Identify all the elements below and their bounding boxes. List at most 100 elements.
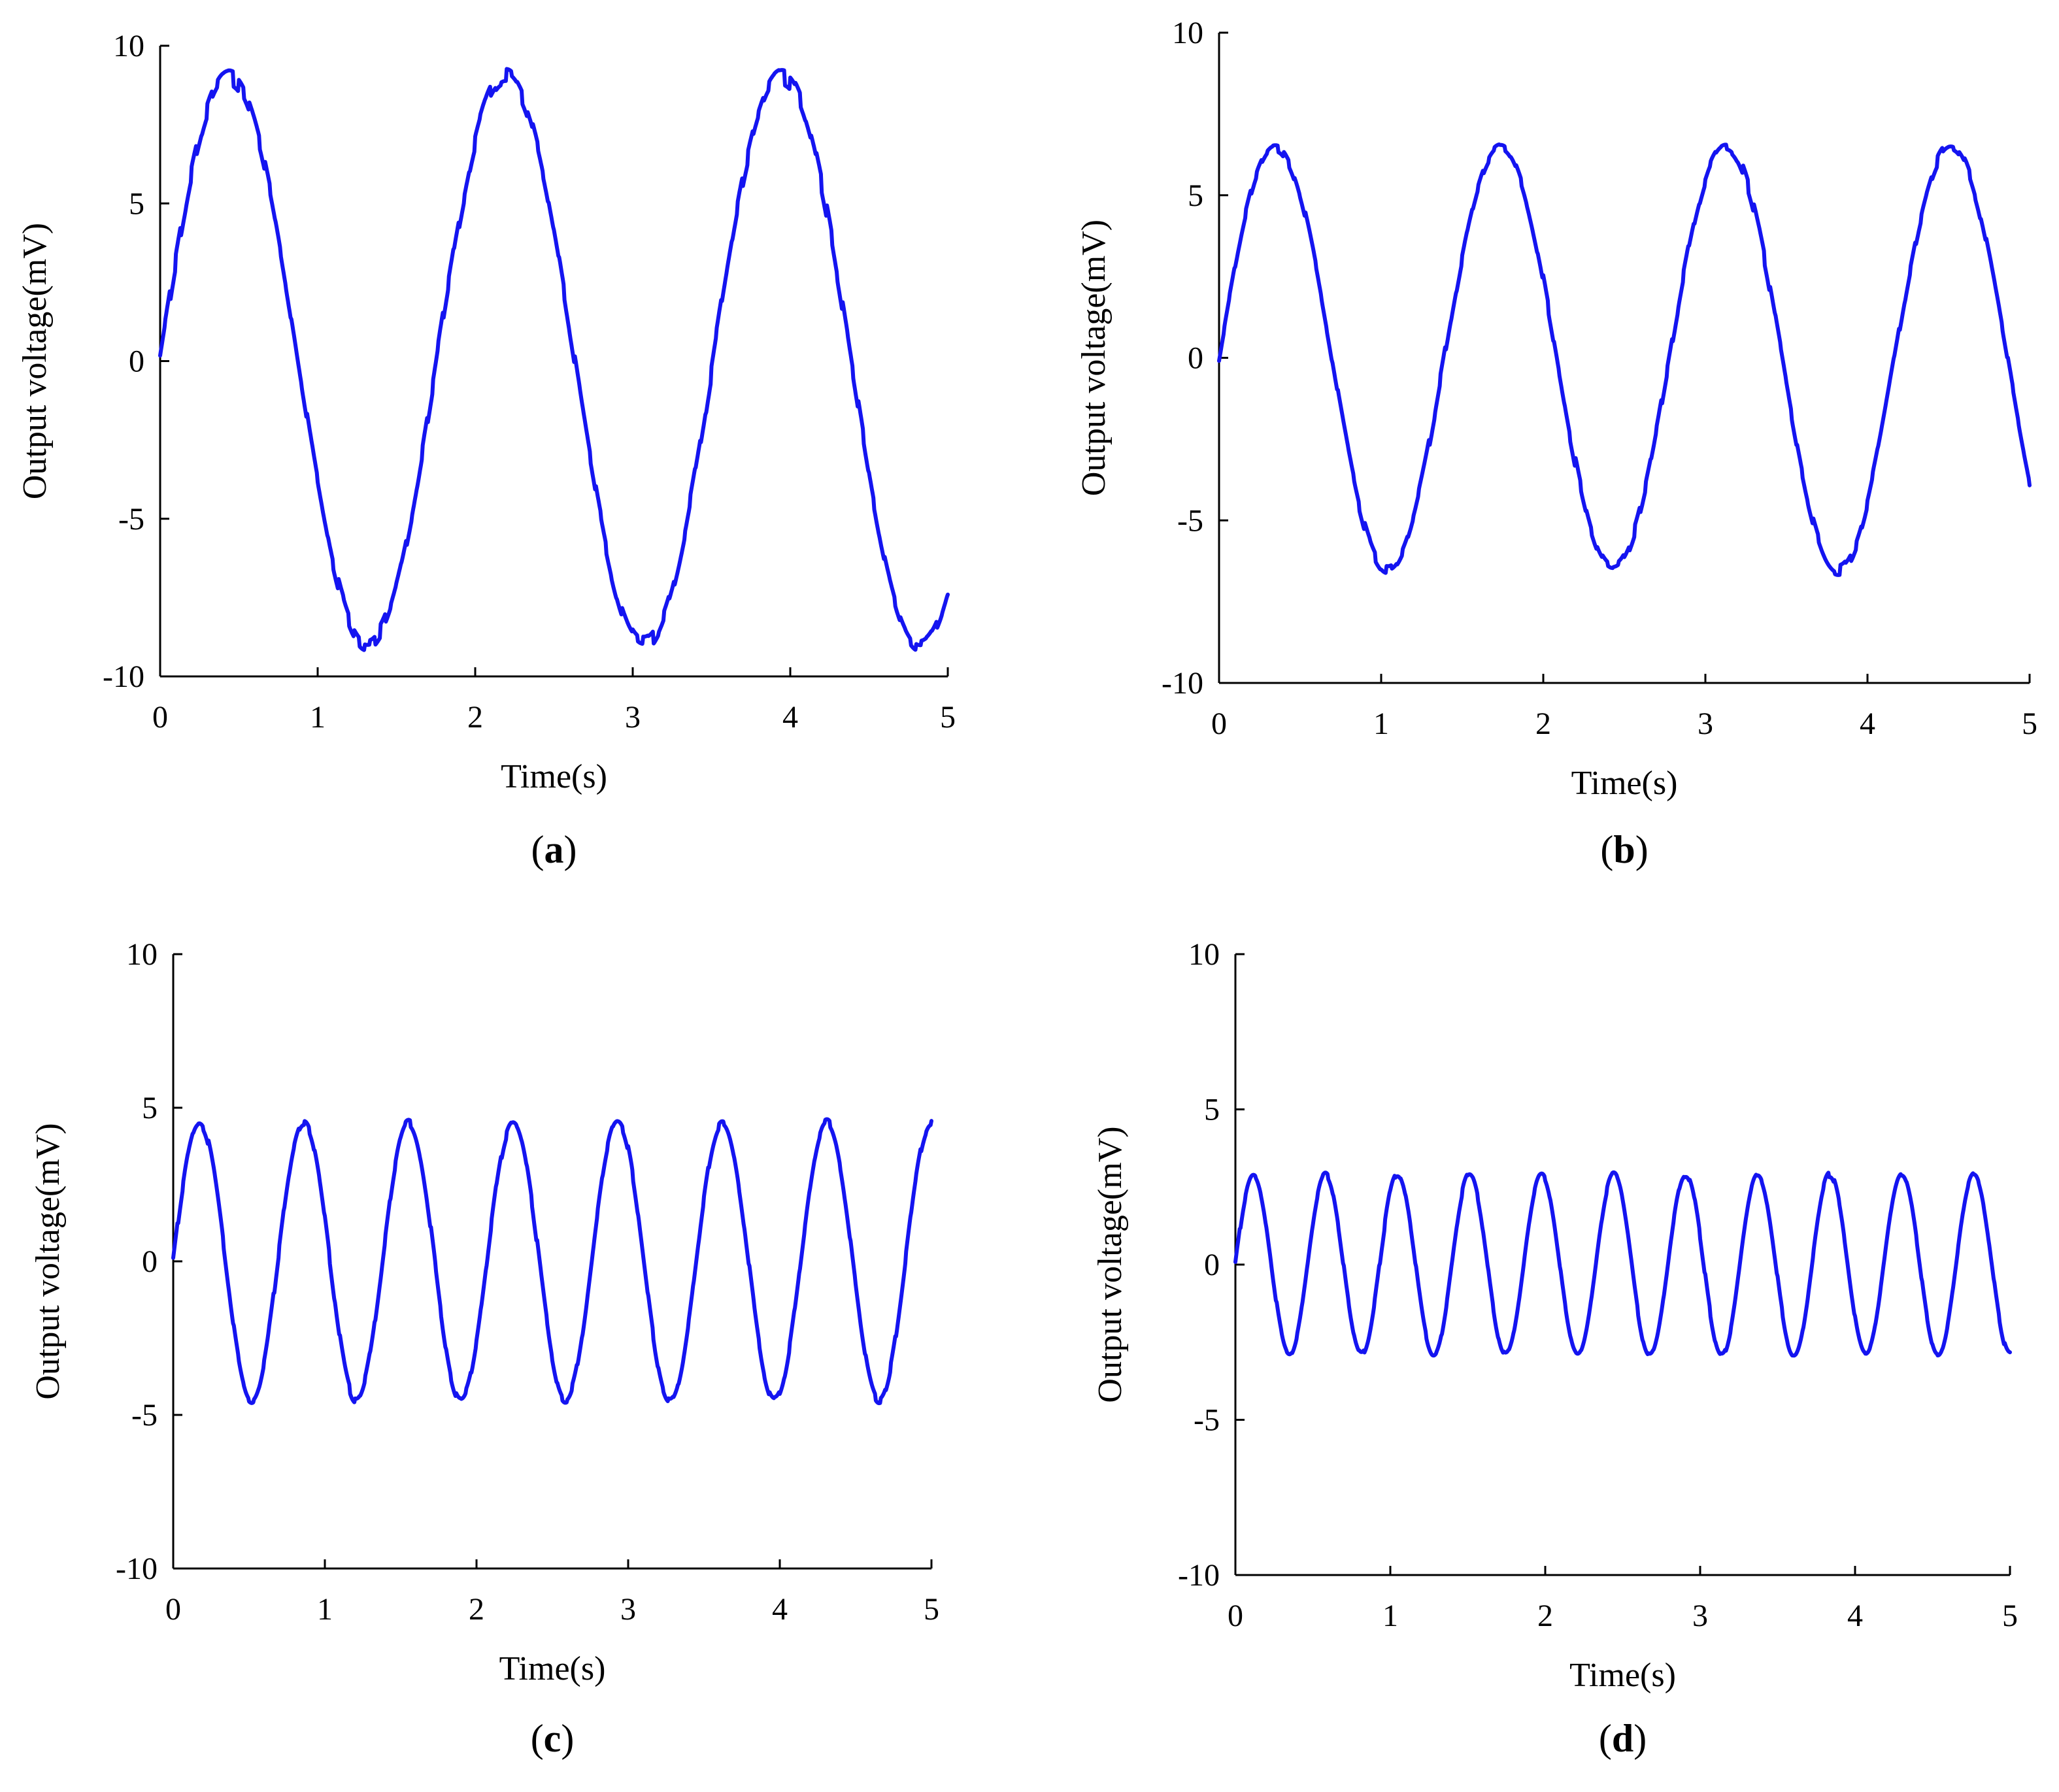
data-point	[332, 1257, 333, 1259]
panel-label-open: (	[1599, 1717, 1612, 1760]
data-point	[1462, 243, 1463, 244]
data-point	[869, 253, 870, 254]
y-tick-label: -5	[1194, 1403, 1220, 1438]
data-point	[1588, 1357, 1589, 1359]
data-point	[537, 80, 539, 81]
data-point	[939, 631, 941, 633]
data-point	[200, 1123, 201, 1124]
y-tick-label: 10	[113, 29, 144, 63]
panel-label: (a)	[531, 828, 577, 871]
x-axis-title: Time(s)	[1569, 1657, 1676, 1694]
x-tick-label: 3	[625, 700, 641, 735]
y-tick-label: 5	[1188, 178, 1203, 213]
x-tick-label: 2	[1537, 1599, 1553, 1633]
chart-panel-a: 0 1 2 3 4 5 -10 -5 0 5 10 Time(s) Output voltage(mV)…	[16, 29, 956, 871]
data-point	[254, 76, 256, 78]
data-point	[1460, 1264, 1461, 1265]
data-point	[1543, 279, 1544, 280]
x-tick-label: 1	[310, 700, 326, 735]
data-point	[199, 184, 200, 185]
data-series-line	[1217, 142, 2032, 577]
x-tick-label: 2	[1535, 706, 1551, 741]
data-point	[829, 102, 830, 103]
data-point	[878, 1399, 879, 1401]
data-point	[1935, 1264, 1936, 1265]
x-tick-label: 3	[1698, 706, 1713, 741]
data-point	[2029, 506, 2030, 508]
data-point	[514, 1125, 515, 1127]
panel-label-close: )	[1633, 1717, 1647, 1760]
x-tick-label: 1	[1382, 1599, 1398, 1633]
data-point	[1294, 1357, 1295, 1359]
data-point	[356, 493, 358, 494]
y-tick-label: 5	[1204, 1093, 1220, 1127]
y-axis-title: Output voltage(mV)	[16, 223, 54, 499]
data-point	[1881, 1354, 1882, 1355]
data-point	[620, 1125, 621, 1127]
data-point	[1917, 1180, 1918, 1182]
data-point	[1641, 1264, 1642, 1265]
data-point	[1568, 1264, 1569, 1265]
data-point	[1255, 1174, 1256, 1175]
x-tick-label: 5	[2002, 1599, 2018, 1633]
x-tick-label: 4	[782, 700, 798, 735]
data-point	[1583, 513, 1584, 514]
data-point	[711, 588, 712, 589]
y-tick-label: 10	[1172, 16, 1203, 50]
data-point	[1695, 1174, 1696, 1175]
y-tick-label: -5	[131, 1398, 158, 1433]
x-tick-label: 2	[467, 700, 483, 735]
y-axis-title: Output voltage(mV)	[29, 1123, 67, 1399]
y-axis-title: Output voltage(mV)	[1092, 1126, 1129, 1402]
data-point	[1745, 211, 1747, 212]
data-point	[1275, 146, 1277, 147]
x-axis-title: Time(s)	[499, 1650, 606, 1687]
data-point	[1624, 536, 1625, 537]
data-point	[1733, 1357, 1735, 1359]
x-tick-label: 3	[1692, 1599, 1708, 1633]
data-point	[317, 294, 318, 295]
data-point	[947, 622, 948, 623]
data-point	[226, 1255, 227, 1256]
y-tick-label: 10	[126, 937, 158, 972]
data-point	[908, 1246, 909, 1247]
panel-label: (d)	[1599, 1717, 1647, 1760]
x-tick-label: 4	[1860, 706, 1875, 741]
data-point	[1366, 1357, 1367, 1359]
y-tick-label: -10	[116, 1551, 158, 1586]
x-axis-title: Time(s)	[501, 758, 607, 795]
data-point	[1679, 1264, 1681, 1265]
data-point	[1786, 448, 1787, 450]
data-point	[475, 427, 476, 428]
data-point	[567, 1399, 568, 1401]
y-tick-label: 5	[129, 186, 144, 221]
data-point	[752, 1261, 753, 1262]
data-point	[410, 1123, 412, 1124]
data-point	[1788, 1264, 1789, 1265]
data-point	[1843, 572, 1844, 573]
data-point	[1340, 390, 1341, 391]
data-point	[1514, 1357, 1515, 1359]
data-point	[1235, 1264, 1236, 1265]
data-point	[1715, 1264, 1716, 1265]
data-point	[1705, 162, 1706, 163]
x-axis-title: Time(s)	[1571, 765, 1678, 802]
x-tick-label: 0	[1211, 706, 1227, 741]
data-point	[1661, 1357, 1662, 1359]
data-point	[1251, 195, 1252, 196]
data-point	[305, 1120, 306, 1121]
panel-label-open: (	[531, 1717, 544, 1760]
data-point	[396, 631, 397, 633]
data-point	[646, 1261, 647, 1262]
data-point	[491, 1252, 492, 1253]
data-point	[726, 1129, 728, 1130]
data-series-line	[158, 67, 950, 652]
y-tick-label: -10	[1162, 666, 1203, 701]
x-tick-label: 0	[152, 700, 168, 735]
data-point	[1607, 1264, 1608, 1265]
x-tick-label: 4	[772, 1592, 788, 1627]
data-point	[252, 1399, 253, 1401]
data-point	[1826, 1264, 1828, 1265]
data-point	[931, 1132, 932, 1133]
